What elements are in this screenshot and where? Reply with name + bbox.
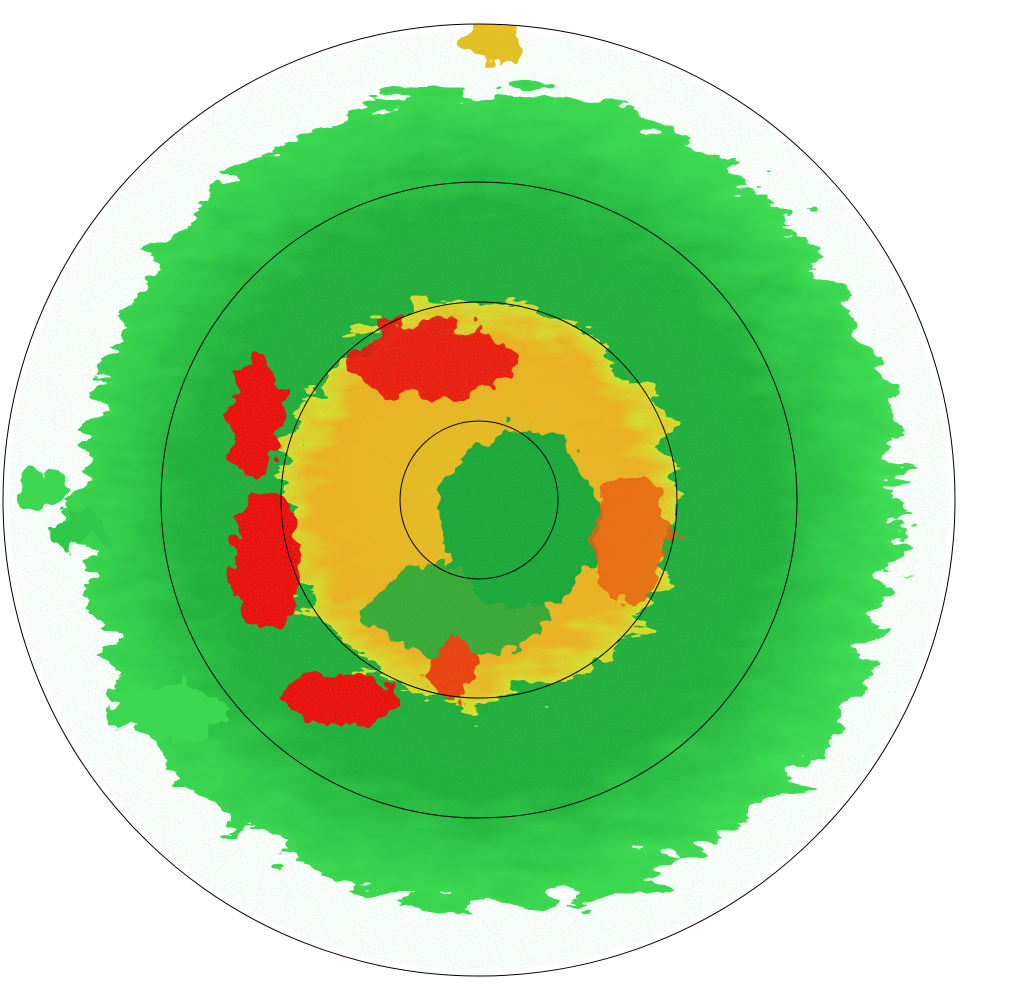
range-ring xyxy=(2,23,956,977)
range-ring xyxy=(280,301,678,699)
range-ring xyxy=(399,420,559,580)
range-rings xyxy=(2,23,956,977)
radar-echoes xyxy=(9,24,949,970)
range-ring xyxy=(160,181,798,819)
